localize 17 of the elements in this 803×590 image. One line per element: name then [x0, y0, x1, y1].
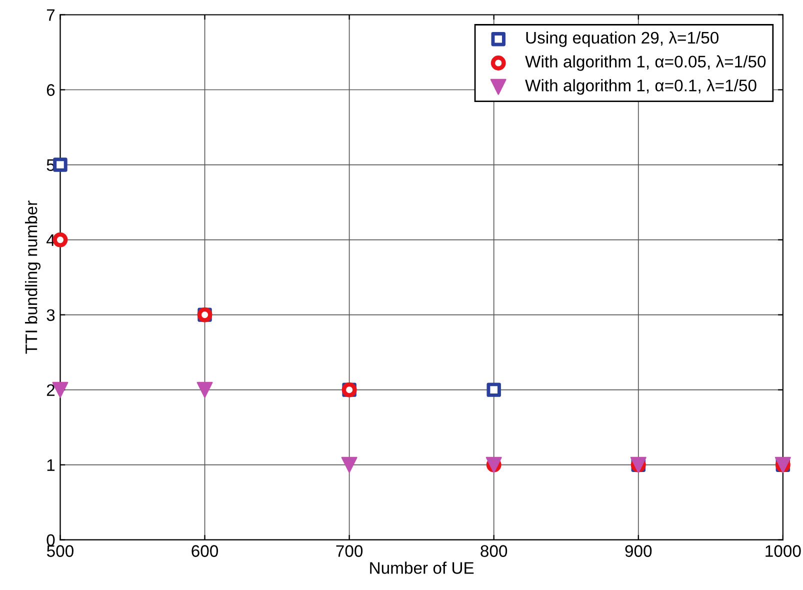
y-tick-label: 2	[46, 384, 55, 396]
x-tick-label: 500	[46, 545, 74, 557]
legend-label: Using equation 29, λ=1/50	[526, 31, 718, 47]
y-tick-label: 3	[46, 309, 55, 322]
x-tick-label: 600	[192, 545, 218, 557]
y-axis-title: TTI bundling number	[25, 200, 41, 354]
y-tick-label: 1	[47, 459, 55, 471]
y-tick-label: 0	[46, 534, 55, 546]
x-axis-title: Number of UE	[370, 562, 474, 574]
x-tick-label: 1000	[766, 545, 801, 557]
legend-label: With algorithm 1, α=0.1, λ=1/50	[525, 79, 756, 95]
x-tick-label: 800	[480, 545, 508, 557]
x-tick-label: 700	[336, 545, 363, 557]
y-tick-label: 6	[46, 84, 55, 96]
x-tick-label: 900	[625, 545, 652, 557]
y-tick-label: 7	[46, 9, 55, 21]
legend-label: With algorithm 1, α=0.05, λ=1/50	[525, 55, 766, 71]
